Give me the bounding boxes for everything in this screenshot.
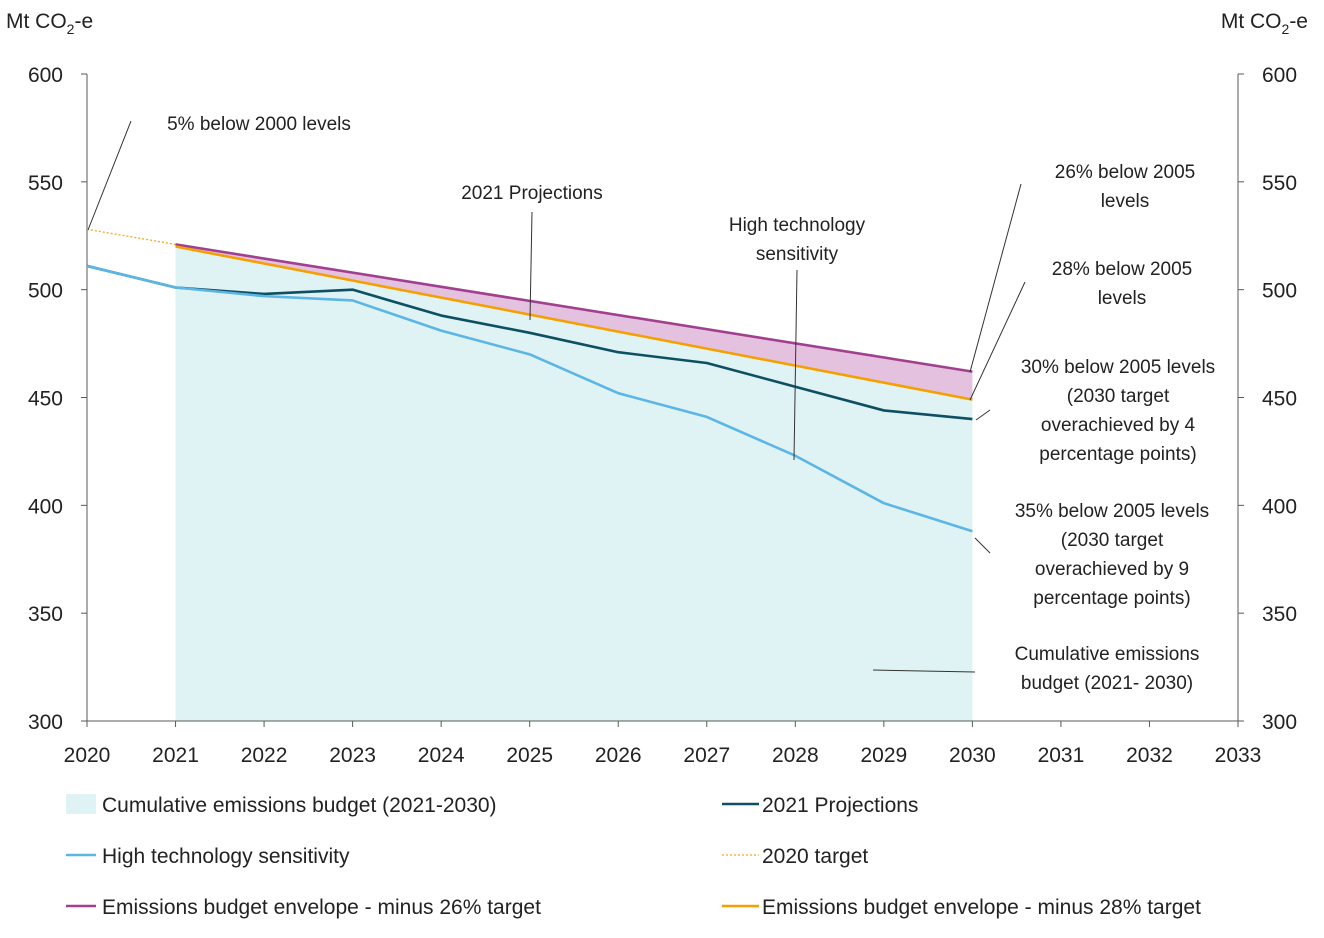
x-tick-label: 2033 (1215, 744, 1262, 767)
y-tick-label-left: 600 (28, 64, 63, 87)
y-tick-label-right: 600 (1262, 64, 1297, 87)
y-unit-suffix: -e (74, 10, 93, 33)
annotation-leader-line (969, 281, 1026, 401)
x-tick-label: 2023 (329, 744, 376, 767)
ann-26pct-text: 26% below 2005 (1055, 162, 1196, 183)
legend-label: Cumulative emissions budget (2021-2030) (102, 794, 497, 817)
x-tick-label: 2026 (595, 744, 642, 767)
ann-26pct-text: levels (1101, 191, 1150, 212)
ann-budget-text: Cumulative emissions (1015, 644, 1200, 665)
series-line-high-technology-sensitivity (86, 264, 973, 533)
ann-30pct-text: overachieved by 4 (1041, 415, 1196, 436)
annotation-leader-line (872, 669, 976, 673)
legend-label: Emissions budget envelope - minus 28% ta… (762, 896, 1201, 919)
x-tick-label: 2027 (683, 744, 730, 767)
ann-high-tech-text: sensitivity (756, 244, 839, 265)
x-tick-label: 2030 (949, 744, 996, 767)
x-tick-label: 2029 (860, 744, 907, 767)
y-tick-label-left: 300 (28, 711, 63, 734)
legend-label: High technology sensitivity (102, 845, 350, 868)
annotation-leader-line (975, 409, 991, 421)
y-tick-label-right: 350 (1262, 603, 1297, 626)
annotation-leader-line (529, 211, 533, 321)
series-line-2020-target (86, 228, 176, 246)
ann-30pct-text: 30% below 2005 levels (1021, 357, 1215, 378)
annotation-leader-line (969, 183, 1022, 373)
annotation-leader-lines (87, 120, 1026, 673)
y-tick-label-left: 350 (28, 603, 63, 626)
x-tick-label: 2028 (772, 744, 819, 767)
y-unit-label-right: Mt CO2-e (1221, 10, 1308, 37)
chart-series (86, 228, 973, 533)
ann-28pct-text: levels (1098, 288, 1147, 309)
series-line-emissions-budget-envelope-minus-28-target (175, 245, 973, 401)
y-unit-text: Mt CO (1221, 10, 1282, 33)
y-tick-label-right: 500 (1262, 280, 1297, 303)
y-unit-label-left: Mt CO2-e (6, 10, 93, 37)
ann-35pct-text: 35% below 2005 levels (1015, 501, 1209, 522)
annotation-leader-line (87, 120, 132, 231)
x-tick-label: 2020 (64, 744, 111, 767)
ann-high-tech-text: High technology (729, 215, 866, 236)
legend-swatch-area (66, 794, 96, 814)
y-unit-suffix: -e (1289, 10, 1308, 33)
x-tick-label: 2024 (418, 744, 465, 767)
y-unit-subscript: 2 (1282, 21, 1290, 37)
series-line-2021-projections (86, 264, 973, 421)
ann-35pct-text: overachieved by 9 (1035, 559, 1189, 580)
chart-fills (175, 244, 973, 722)
annotation-leader-line (793, 269, 798, 461)
ann-5pct-2000-text: 5% below 2000 levels (167, 114, 351, 135)
y-unit-subscript: 2 (67, 21, 75, 37)
legend-label: 2020 target (762, 845, 868, 868)
chart-legend: Cumulative emissions budget (2021-2030) 2… (66, 794, 1201, 919)
chart-axes: 300 300 350 350 400 400 450 450 500 500 550 550 600 6… (6, 10, 1308, 767)
ann-35pct-text: (2030 target (1061, 530, 1164, 551)
ann-2021-projections-text: 2021 Projections (461, 183, 603, 204)
ann-30pct-text: percentage points) (1039, 444, 1196, 465)
y-tick-label-left: 550 (28, 172, 63, 195)
cumulative-budget-area (175, 246, 973, 722)
series-line-emissions-budget-envelope-minus-26-target (175, 243, 973, 373)
x-tick-label: 2021 (152, 744, 199, 767)
x-tick-label: 2032 (1126, 744, 1173, 767)
legend-label: 2021 Projections (762, 794, 918, 817)
y-tick-label-right: 300 (1262, 711, 1297, 734)
y-tick-label-left: 500 (28, 280, 63, 303)
ann-35pct-text: percentage points) (1033, 588, 1190, 609)
y-unit-text: Mt CO (6, 10, 67, 33)
legend-label: Emissions budget envelope - minus 26% ta… (102, 896, 541, 919)
y-tick-label-right: 550 (1262, 172, 1297, 195)
y-tick-label-left: 400 (28, 495, 63, 518)
annotation-leader-line (974, 537, 991, 554)
y-tick-label-right: 400 (1262, 495, 1297, 518)
y-tick-label-left: 450 (28, 388, 63, 411)
x-tick-label: 2031 (1038, 744, 1085, 767)
ann-30pct-text: (2030 target (1067, 386, 1170, 407)
x-tick-label: 2022 (241, 744, 288, 767)
x-tick-label: 2025 (506, 744, 553, 767)
chart-labels: 5% below 2000 levels 2021 Projections High… (167, 114, 1215, 694)
ann-28pct-text: 28% below 2005 (1052, 259, 1193, 280)
ann-budget-text: budget (2021- 2030) (1021, 673, 1193, 694)
y-tick-label-right: 450 (1262, 388, 1297, 411)
